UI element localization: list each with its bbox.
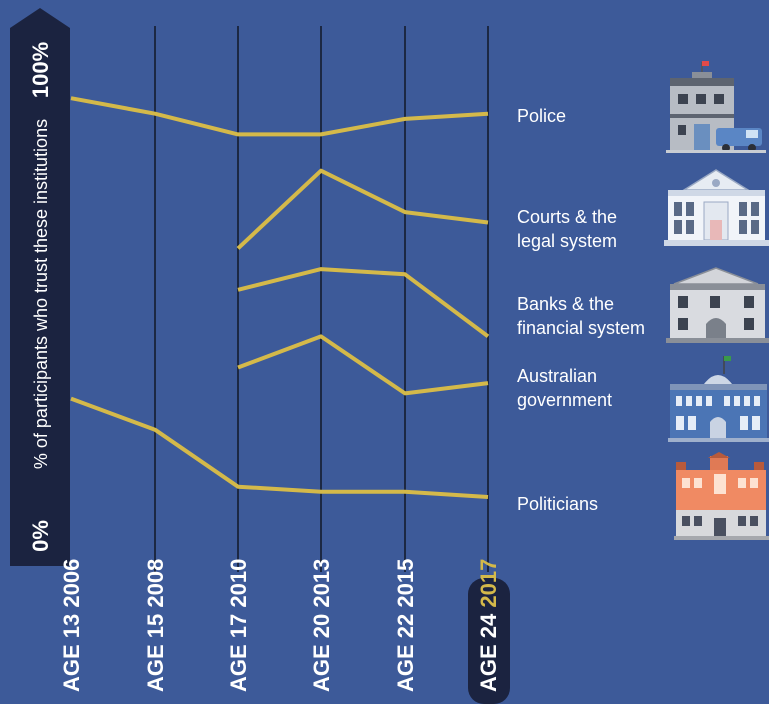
courthouse-icon bbox=[664, 169, 769, 246]
y-axis-top-label: 100% bbox=[28, 42, 53, 98]
x-tick-age: AGE 17 bbox=[226, 608, 251, 692]
series-line-courts-the-legal-system bbox=[236, 168, 489, 250]
series-label-line: government bbox=[517, 390, 613, 410]
parliament-icon bbox=[668, 356, 769, 442]
series-line-police bbox=[70, 96, 489, 137]
series-label-police: Police bbox=[517, 104, 667, 128]
x-tick-year: 2006 bbox=[59, 559, 84, 608]
series-label-politicians: Politicians bbox=[517, 492, 667, 516]
series-label-government: Australian government bbox=[517, 364, 667, 412]
town-hall-icon bbox=[674, 452, 769, 540]
series-line-australian-government bbox=[237, 334, 489, 396]
x-tick-label: AGE 17 2010 bbox=[226, 559, 251, 692]
x-tick-age: AGE 13 bbox=[59, 608, 84, 692]
series-label-line: Courts & the bbox=[517, 207, 618, 227]
x-tick-age: AGE 20 bbox=[309, 608, 334, 692]
series-line-politicians bbox=[70, 396, 489, 499]
x-tick-year: 2015 bbox=[393, 559, 418, 608]
series-label-line: Australian bbox=[517, 366, 598, 386]
series-label-line: Politicians bbox=[517, 494, 599, 514]
bank-icon bbox=[666, 267, 769, 343]
series-label-line: Banks & the bbox=[517, 294, 615, 314]
x-tick-year: 2017 bbox=[476, 559, 501, 608]
x-axis-ticks: AGE 13 2006 AGE 15 2008 AGE 17 2010 AGE 20 … bbox=[59, 559, 501, 692]
y-axis-title: % of participants who trust these instit… bbox=[31, 119, 51, 469]
series-label-line: Police bbox=[517, 106, 567, 126]
series-label-courts: Courts & the legal system bbox=[517, 205, 667, 253]
series-line-banks-the-financial-system bbox=[237, 267, 490, 339]
x-tick-label: AGE 15 2008 bbox=[143, 559, 168, 692]
x-tick-age: AGE 15 bbox=[143, 608, 168, 692]
police-station-icon bbox=[666, 61, 766, 153]
y-axis-banner bbox=[10, 8, 70, 566]
x-tick-age: AGE 22 bbox=[393, 608, 418, 692]
x-tick-label: AGE 24 2017 bbox=[476, 559, 501, 692]
series-label-banks: Banks & the financial system bbox=[517, 292, 667, 340]
x-tick-label: AGE 20 2013 bbox=[309, 559, 334, 692]
x-tick-age: AGE 24 bbox=[476, 608, 501, 692]
x-tick-year: 2013 bbox=[309, 559, 334, 608]
series-label-line: financial system bbox=[517, 318, 646, 338]
x-tick-year: 2008 bbox=[143, 559, 168, 608]
x-tick-label: AGE 13 2006 bbox=[59, 559, 84, 692]
y-axis-bottom-label: 0% bbox=[28, 520, 53, 552]
x-tick-year: 2010 bbox=[226, 559, 251, 608]
x-tick-label: AGE 22 2015 bbox=[393, 559, 418, 692]
series-lines bbox=[70, 96, 490, 499]
series-label-line: legal system bbox=[517, 231, 618, 251]
highlight-tick-pill bbox=[468, 578, 510, 704]
